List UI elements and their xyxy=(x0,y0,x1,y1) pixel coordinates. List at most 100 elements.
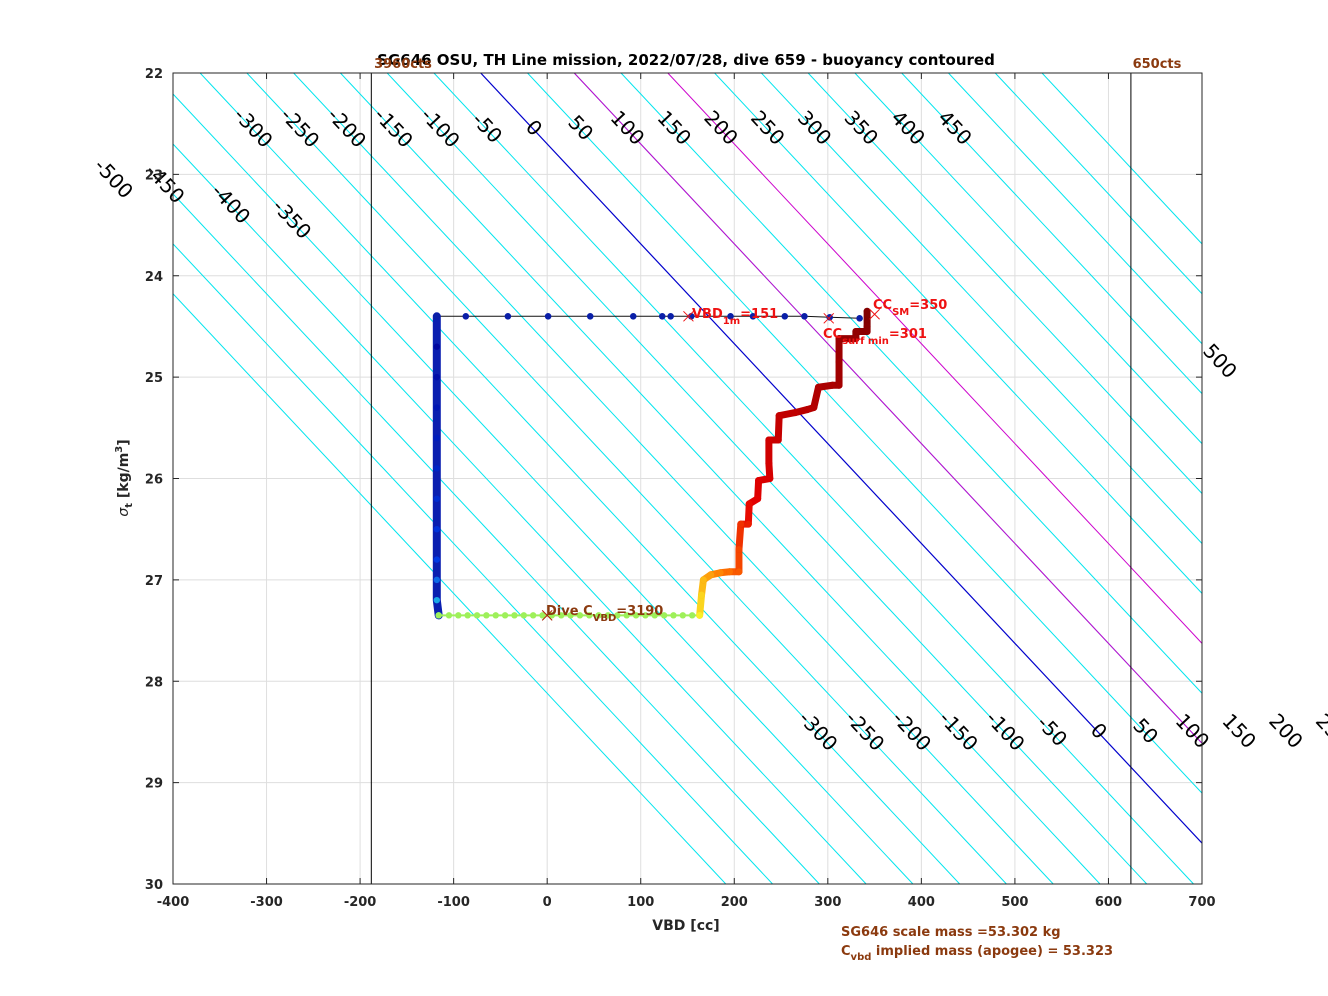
marker-ccsm xyxy=(869,308,880,320)
contour-line xyxy=(807,73,1202,495)
surface-point xyxy=(462,313,470,320)
x-tick-label: -300 xyxy=(250,895,283,910)
climb-point xyxy=(774,436,782,444)
climb-point xyxy=(835,381,843,389)
dive-point xyxy=(433,343,440,350)
y-tick-label: 23 xyxy=(145,168,163,183)
apogee-point xyxy=(455,612,462,619)
climb-point xyxy=(744,520,752,528)
x-tick-label: 200 xyxy=(721,895,748,910)
x-tick-label: 700 xyxy=(1188,895,1215,910)
apogee-point xyxy=(445,612,453,619)
y-tick-label: 26 xyxy=(145,473,163,488)
contour-line xyxy=(173,243,773,884)
apogee-point xyxy=(670,612,677,619)
climb-point xyxy=(835,335,843,343)
dive-path xyxy=(432,312,443,620)
apogee-point xyxy=(548,612,556,619)
apogee-point xyxy=(614,612,621,619)
x-tick-label: 600 xyxy=(1095,895,1122,910)
contour-line xyxy=(948,73,1202,345)
limit-label-low: 650cts xyxy=(1133,57,1182,72)
apogee-point xyxy=(576,612,584,619)
climb-point xyxy=(737,520,745,528)
surface-point xyxy=(586,313,594,320)
apogee-point xyxy=(529,612,537,619)
contour-line xyxy=(620,73,1202,695)
climb-point xyxy=(765,459,773,467)
x-tick-label: 400 xyxy=(908,895,935,910)
surface-point xyxy=(801,313,808,320)
climb-point xyxy=(775,412,783,420)
contour-line xyxy=(340,73,1101,884)
climb-point xyxy=(700,576,707,584)
apogee-point xyxy=(567,612,574,619)
contour-line-magenta xyxy=(573,73,1202,744)
dive-point xyxy=(433,576,440,584)
apogee-point xyxy=(511,612,518,619)
apogee-point xyxy=(586,612,593,619)
surface-point xyxy=(856,315,863,322)
contour-line xyxy=(994,73,1202,295)
climb-point xyxy=(745,500,753,508)
apogee-point xyxy=(492,612,499,619)
climb-point xyxy=(815,383,822,391)
x-tick-label: -400 xyxy=(157,895,190,910)
contour-line xyxy=(173,143,867,884)
dive-point xyxy=(433,404,440,411)
apogee-point xyxy=(604,612,612,619)
climb-point xyxy=(765,436,773,444)
apogee-point xyxy=(558,612,565,619)
footer-scale-mass: SG646 scale mass =53.302 kg xyxy=(841,925,1061,940)
climb-point xyxy=(716,569,724,577)
annotation-ccsm: CCSM=350 xyxy=(873,298,947,318)
annotation-markers xyxy=(541,308,880,621)
climb-point xyxy=(863,307,871,315)
apogee-point xyxy=(520,612,527,619)
contour-line xyxy=(527,73,1202,794)
climb-point xyxy=(852,335,860,343)
x-tick-label: -100 xyxy=(437,895,470,910)
footer-implied-mass: Cvbd implied mass (apogee) = 53.323 xyxy=(841,944,1113,963)
axis-ticks: -400 -300 -200 -100 0 100 200 300 400 500 600 700 22… xyxy=(145,67,1216,910)
surface-point xyxy=(749,313,757,320)
chart-title: SG646 OSU, TH Line mission, 2022/07/28, … xyxy=(377,51,995,69)
apogee-point xyxy=(595,612,602,619)
climb-point xyxy=(698,591,705,599)
dive-point xyxy=(433,596,440,604)
contour-line-magenta xyxy=(667,73,1202,645)
limit-label-high: 3960cts xyxy=(374,57,432,72)
climb-point xyxy=(835,358,843,366)
contour-line xyxy=(173,293,727,884)
climb-point xyxy=(755,477,762,484)
x-tick-label: -200 xyxy=(344,895,377,910)
climb-point xyxy=(863,323,871,330)
contour-line xyxy=(854,73,1202,445)
climb-point xyxy=(735,546,743,553)
climb-point xyxy=(852,328,860,335)
apogee-point xyxy=(473,612,481,619)
surface-point xyxy=(504,313,512,320)
surface-point xyxy=(727,313,734,320)
apogee-point xyxy=(483,612,490,619)
apogee-point xyxy=(679,612,687,619)
apogee-point xyxy=(435,612,442,619)
dive-point xyxy=(433,373,440,381)
contour-line-zero xyxy=(480,73,1202,844)
surface-point xyxy=(781,313,789,320)
x-tick-label: 100 xyxy=(627,895,654,910)
climb-segment xyxy=(735,520,745,553)
surface-point xyxy=(629,313,637,320)
surface-point xyxy=(658,313,666,320)
climb-point xyxy=(696,611,704,619)
contour-line xyxy=(199,73,961,884)
y-tick-label: 28 xyxy=(145,675,163,690)
data-series xyxy=(432,307,871,620)
apogee-point xyxy=(642,612,649,619)
contour-line xyxy=(293,73,1054,884)
apogee-point xyxy=(688,612,696,619)
y-tick-label: 25 xyxy=(145,371,163,386)
annotation-ccsurf: CCsurf min=301 xyxy=(823,327,927,347)
dive-point xyxy=(433,434,440,442)
